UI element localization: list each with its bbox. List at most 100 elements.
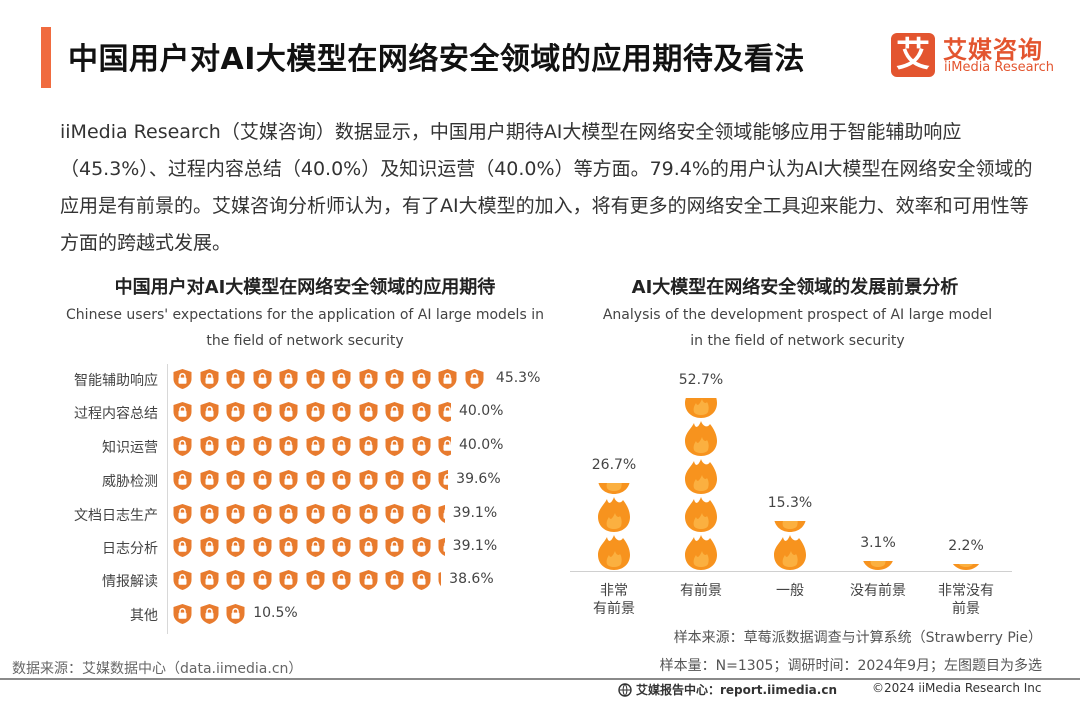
right-chart-baseline [570,571,1012,572]
shield-lock-icon [226,570,245,590]
page-title: 中国用户对AI大模型在网络安全领域的应用期待及看法 [68,42,805,77]
shield-lock-icon [306,504,324,524]
right-column-label: 有前景 [680,583,722,599]
shield-lock-icon [200,604,218,624]
left-row-value: 39.1% [452,505,498,521]
right-column-label: 非常没有 前景 [938,583,994,617]
flame-icon [774,520,806,532]
shield-lock-icon [279,369,298,389]
title-accent-bar [41,27,51,88]
shield-lock-icon [412,570,430,590]
right-column-value: 52.7% [678,372,724,389]
shield-lock-icon [253,436,271,456]
summary-paragraph: iiMedia Research（艾媒咨询）数据显示，中国用户期待AI大模型在网… [60,121,1033,254]
left-row-bar [172,536,445,558]
shield-lock-icon [279,402,298,422]
right-column-label: 非常 有前景 [593,583,635,617]
shield-lock-icon [412,537,430,557]
shield-lock-icon [465,369,483,389]
report-center-text: 艾媒报告中心：report.iimedia.cn [636,683,837,697]
shield-lock-icon [253,369,271,389]
flame-icon [685,420,717,456]
shield-lock-icon [438,436,451,456]
left-row-label: 文档日志生产 [74,508,158,524]
flame-icon [598,496,630,532]
shield-lock-icon [438,537,445,556]
shield-lock-icon [332,369,351,389]
shield-lock-icon [173,604,192,624]
flame-icon [685,458,717,494]
shield-lock-icon [359,570,377,590]
shield-lock-icon [385,570,404,590]
right-column-label: 没有前景 [850,583,906,599]
report-center-link[interactable]: 艾媒报告中心：report.iimedia.cn [618,681,837,698]
shield-lock-icon [359,369,377,389]
shield-lock-icon [279,537,298,557]
flame-icon [685,534,717,570]
left-row-bar [172,435,451,457]
flame-icon [685,496,717,532]
shield-lock-icon [306,537,324,557]
logo-mark: 艾 [891,33,935,77]
shield-lock-icon [253,504,271,524]
shield-lock-icon [173,470,192,490]
shield-lock-icon [438,402,451,422]
shield-lock-icon [412,470,430,490]
left-row-label: 威胁检测 [102,474,158,490]
logo-cn-text: 艾媒咨询 [943,36,1043,64]
shield-lock-icon [226,504,245,524]
shield-lock-icon [226,604,245,624]
shield-lock-icon [385,504,404,524]
sample-size-note: 样本量：N=1305；调研时间：2024年9月；左图题目为多选 [659,658,1042,674]
sample-source-note: 样本来源：草莓派数据调查与计算系统（Strawberry Pie） [673,630,1042,646]
left-chart-subtitle: Chinese users' expectations for the appl… [66,307,544,349]
shield-lock-icon [173,504,192,524]
footer-divider [0,678,1080,680]
shield-lock-icon [226,369,245,389]
shield-lock-icon [253,570,271,590]
shield-lock-icon [200,470,218,490]
globe-icon [618,683,632,697]
shield-lock-icon [359,402,377,422]
shield-lock-icon [306,470,324,490]
left-row-label: 知识运营 [102,440,158,456]
shield-lock-icon [332,537,351,557]
shield-lock-icon [200,436,218,456]
shield-lock-icon [359,436,377,456]
shield-lock-icon [332,504,351,524]
shield-lock-icon [438,504,445,523]
left-row-value: 40.0% [458,403,504,419]
left-row-bar [172,503,445,525]
flame-icon [598,483,630,494]
left-row-bar [172,368,488,390]
flame-icon [685,398,717,418]
left-row-bar [172,469,449,491]
shield-lock-icon [332,436,351,456]
data-source-note: 数据来源：艾媒数据中心（data.iimedia.cn） [12,661,303,677]
shield-lock-icon [412,504,430,524]
right-chart-subtitle: Analysis of the development prospect of … [602,307,993,349]
flame-icon [774,534,806,570]
left-row-bar [172,603,245,625]
right-column-value: 15.3% [767,494,813,511]
shield-lock-icon [173,402,192,422]
shield-lock-icon [279,470,298,490]
shield-lock-icon [253,470,271,490]
right-column-value: 2.2% [948,537,984,554]
left-row-value: 39.1% [452,538,498,554]
left-row-label: 其他 [130,608,158,624]
shield-lock-icon [359,537,377,557]
right-column-bar [946,563,986,571]
shield-lock-icon [200,537,218,557]
shield-lock-icon [200,369,218,389]
right-column-bar [681,398,721,571]
shield-lock-icon [279,436,298,456]
left-row-label: 日志分析 [102,541,158,557]
shield-lock-icon [279,504,298,524]
shield-lock-icon [226,537,245,557]
right-column-bar [594,483,634,571]
shield-lock-icon [279,570,298,590]
iimedia-logo: 艾 艾媒咨询 iiMedia Research [891,33,1061,79]
logo-en-text: iiMedia Research [944,60,1055,75]
flame-icon [952,563,980,570]
